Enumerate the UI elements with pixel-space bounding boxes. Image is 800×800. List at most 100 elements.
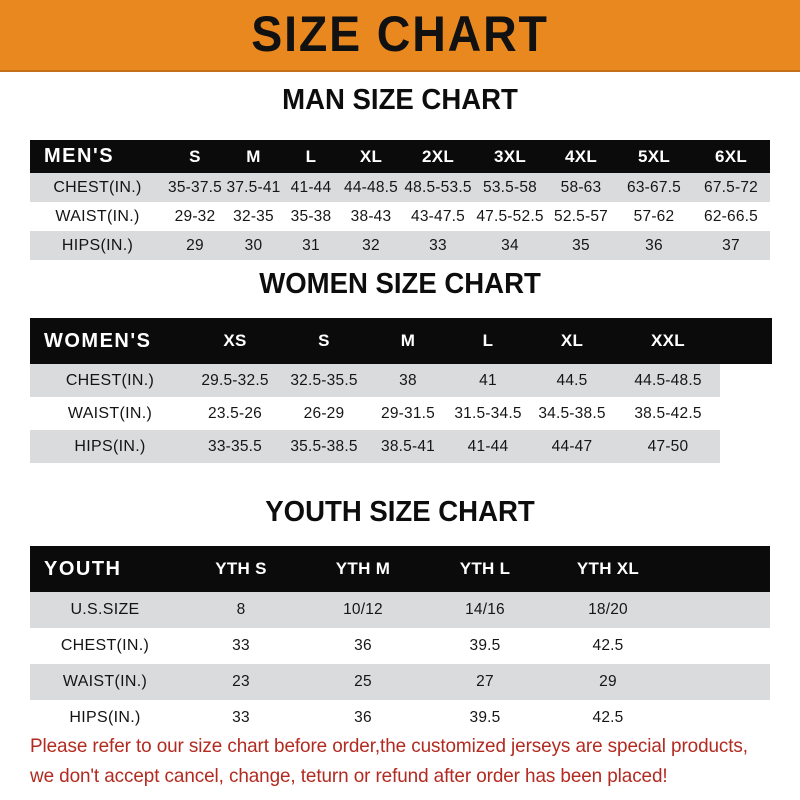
table-cell: 47.5-52.5 <box>474 202 546 231</box>
table-row: CHEST(IN.) 29.5-32.5 32.5-35.5 38 41 44.… <box>30 364 772 397</box>
table-cell: 29 <box>546 664 670 700</box>
table-cell: 38.5-41 <box>368 430 448 463</box>
table-cell: 29 <box>165 231 225 260</box>
table-row: HIPS(IN.) 33-35.5 35.5-38.5 38.5-41 41-4… <box>30 430 772 463</box>
footer-disclaimer: Please refer to our size chart before or… <box>30 731 756 791</box>
table-header-row: MEN'S S M L XL 2XL 3XL 4XL 5XL 6XL <box>30 140 770 173</box>
women-row-header-label: WOMEN'S <box>44 329 152 352</box>
table-cell: 41-44 <box>448 430 528 463</box>
section-title-man: MAN SIZE CHART <box>282 84 518 116</box>
men-col-header-3xl: 3XL <box>493 146 527 166</box>
table-row: U.S.SIZE 8 10/12 14/16 18/20 <box>30 592 770 628</box>
table-cell: 18/20 <box>546 592 670 628</box>
men-col-header-l: L <box>305 146 317 166</box>
table-cell: 44-47 <box>528 430 616 463</box>
table-cell: 38 <box>368 364 448 397</box>
table-cell: 37.5-41 <box>225 173 282 202</box>
table-cell: 33 <box>180 628 302 664</box>
table-cell: 35-38 <box>282 202 340 231</box>
table-cell: 35.5-38.5 <box>280 430 368 463</box>
men-row-label-waist: WAIST(IN.) <box>30 202 165 231</box>
table-cell: 33 <box>402 231 474 260</box>
women-col-header-spacer <box>720 318 772 364</box>
youth-size-table: YOUTH YTH S YTH M YTH L YTH XL U.S.SIZE … <box>30 546 770 736</box>
table-header-row: WOMEN'S XS S M L XL XXL <box>30 318 772 364</box>
table-cell: 31.5-34.5 <box>448 397 528 430</box>
table-cell: 63-67.5 <box>616 173 692 202</box>
section-title-youth: YOUTH SIZE CHART <box>265 496 535 528</box>
youth-row-label-waist: WAIST(IN.) <box>30 664 180 700</box>
women-size-table: WOMEN'S XS S M L XL XXL CHEST(IN.) 29.5-… <box>30 318 772 463</box>
table-cell: 29-31.5 <box>368 397 448 430</box>
men-col-header-4xl: 4XL <box>564 146 598 166</box>
women-col-header-xxl: XXL <box>651 331 685 350</box>
women-col-header-l: L <box>482 331 494 350</box>
table-cell: 43-47.5 <box>402 202 474 231</box>
men-row-label-chest: CHEST(IN.) <box>30 173 165 202</box>
table-cell-empty <box>720 430 772 463</box>
table-cell-empty <box>670 592 770 628</box>
table-cell: 30 <box>225 231 282 260</box>
table-row: CHEST(IN.) 35-37.5 37.5-41 41-44 44-48.5… <box>30 173 770 202</box>
youth-col-header-xl: YTH XL <box>576 559 640 578</box>
table-cell: 29.5-32.5 <box>190 364 280 397</box>
table-cell: 52.5-57 <box>546 202 616 231</box>
youth-row-label-hips: HIPS(IN.) <box>30 700 180 736</box>
footer-line-1: Please refer to our size chart before or… <box>30 735 748 757</box>
table-row: WAIST(IN.) 23 25 27 29 <box>30 664 770 700</box>
table-cell: 57-62 <box>616 202 692 231</box>
table-row: HIPS(IN.) 29 30 31 32 33 34 35 36 37 <box>30 231 770 260</box>
table-header-row: YOUTH YTH S YTH M YTH L YTH XL <box>30 546 770 592</box>
women-col-header-s: S <box>318 331 330 350</box>
youth-col-header-m: YTH M <box>335 559 391 578</box>
table-cell: 31 <box>282 231 340 260</box>
men-col-header-xl: XL <box>359 146 383 166</box>
table-cell: 36 <box>302 628 424 664</box>
table-cell: 39.5 <box>424 700 546 736</box>
women-row-label-waist: WAIST(IN.) <box>30 397 190 430</box>
table-cell: 44.5-48.5 <box>616 364 720 397</box>
table-cell: 62-66.5 <box>692 202 770 231</box>
table-cell: 27 <box>424 664 546 700</box>
table-cell: 10/12 <box>302 592 424 628</box>
table-cell: 32 <box>340 231 402 260</box>
table-cell: 47-50 <box>616 430 720 463</box>
table-cell-empty <box>670 700 770 736</box>
youth-row-header-label: YOUTH <box>44 557 122 580</box>
page-banner: SIZE CHART <box>0 0 800 72</box>
table-cell: 41-44 <box>282 173 340 202</box>
table-row: WAIST(IN.) 29-32 32-35 35-38 38-43 43-47… <box>30 202 770 231</box>
table-row: HIPS(IN.) 33 36 39.5 42.5 <box>30 700 770 736</box>
women-col-header-xl: XL <box>560 331 584 350</box>
youth-col-header-l: YTH L <box>459 559 511 578</box>
table-cell: 44-48.5 <box>340 173 402 202</box>
table-row: WAIST(IN.) 23.5-26 26-29 29-31.5 31.5-34… <box>30 397 772 430</box>
page-title: SIZE CHART <box>251 6 549 62</box>
men-col-header-6xl: 6XL <box>714 146 748 166</box>
table-cell: 38-43 <box>340 202 402 231</box>
table-cell: 58-63 <box>546 173 616 202</box>
table-cell: 33-35.5 <box>190 430 280 463</box>
table-cell-empty <box>720 397 772 430</box>
table-cell-empty <box>670 664 770 700</box>
table-cell: 23 <box>180 664 302 700</box>
table-cell: 36 <box>302 700 424 736</box>
table-cell: 67.5-72 <box>692 173 770 202</box>
table-cell-empty <box>720 364 772 397</box>
women-col-header-m: M <box>400 331 416 350</box>
table-cell-empty <box>670 628 770 664</box>
table-cell: 8 <box>180 592 302 628</box>
women-row-label-hips: HIPS(IN.) <box>30 430 190 463</box>
women-col-header-xs: XS <box>223 331 247 350</box>
men-row-header-label: MEN'S <box>44 145 115 167</box>
table-cell: 38.5-42.5 <box>616 397 720 430</box>
table-cell: 32.5-35.5 <box>280 364 368 397</box>
table-cell: 33 <box>180 700 302 736</box>
table-cell: 23.5-26 <box>190 397 280 430</box>
men-col-header-s: S <box>189 146 201 166</box>
table-row: CHEST(IN.) 33 36 39.5 42.5 <box>30 628 770 664</box>
table-cell: 32-35 <box>225 202 282 231</box>
youth-row-label-chest: CHEST(IN.) <box>30 628 180 664</box>
table-cell: 53.5-58 <box>474 173 546 202</box>
